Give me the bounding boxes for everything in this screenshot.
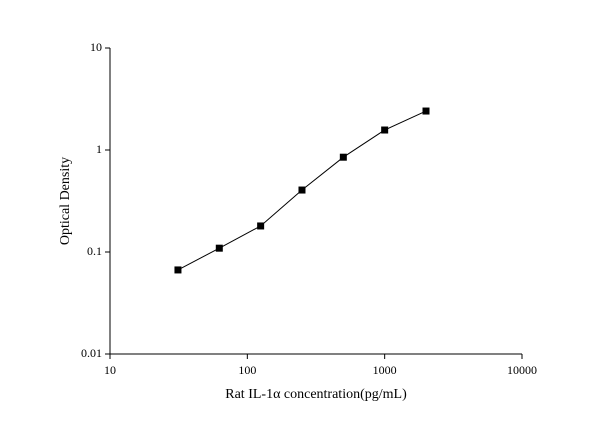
- y-tick-label: 1: [96, 142, 102, 156]
- x-tick-label: 10000: [507, 363, 537, 377]
- point: [174, 266, 182, 274]
- x-tick-label: 10: [104, 363, 116, 377]
- x-axis-label: Rat IL-1α concentration(pg/mL): [225, 387, 407, 402]
- y-tick-label: 0.01: [81, 346, 102, 360]
- x-tick-label: 1000: [373, 363, 397, 377]
- point: [339, 153, 347, 161]
- point: [422, 107, 430, 115]
- point: [215, 244, 223, 252]
- y-axis-label: Optical Density: [58, 157, 73, 245]
- y-tick-label: 10: [90, 40, 102, 54]
- point: [298, 186, 306, 194]
- y-tick-label: 0.1: [87, 244, 102, 258]
- x-tick-label: 100: [238, 363, 256, 377]
- point: [257, 222, 265, 230]
- point: [381, 126, 389, 134]
